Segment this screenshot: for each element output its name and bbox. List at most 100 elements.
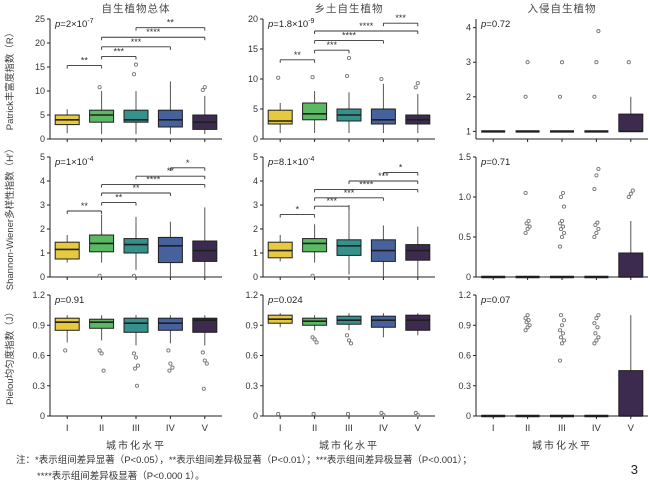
svg-text:4: 4 <box>466 23 471 33</box>
svg-text:V: V <box>202 423 209 434</box>
svg-text:20: 20 <box>35 38 45 48</box>
svg-text:20: 20 <box>248 14 258 24</box>
column-title-total: 自生植物总体 <box>101 3 171 15</box>
svg-text:0.5: 0.5 <box>458 232 471 242</box>
svg-text:***: *** <box>344 188 355 198</box>
svg-text:15: 15 <box>248 44 258 54</box>
svg-text:****: **** <box>146 175 161 185</box>
svg-text:3: 3 <box>40 200 45 210</box>
p-value-label-I: p=0.07 <box>480 295 510 306</box>
svg-text:1.2: 1.2 <box>245 290 258 300</box>
svg-text:***: *** <box>131 37 142 47</box>
page-number: 3 <box>630 462 638 477</box>
boxplot-panel-I: 00.30.60.91.2I II III IV Vp=0.07 <box>458 290 648 434</box>
svg-text:*: * <box>399 163 403 173</box>
svg-text:2: 2 <box>466 92 471 102</box>
svg-text:5: 5 <box>253 152 258 162</box>
svg-text:****: **** <box>342 31 357 41</box>
boxplot-panel-C: 1 2 3 4 p=0.72 <box>466 19 648 142</box>
svg-text:II: II <box>312 423 317 434</box>
svg-text:V: V <box>415 423 422 434</box>
svg-text:***: *** <box>327 40 338 50</box>
svg-text:1.2: 1.2 <box>458 290 471 300</box>
svg-text:0: 0 <box>40 411 45 421</box>
svg-text:0.6: 0.6 <box>245 351 258 361</box>
svg-text:0.3: 0.3 <box>245 381 258 391</box>
svg-text:1.2: 1.2 <box>32 290 45 300</box>
svg-text:0.6: 0.6 <box>458 351 471 361</box>
svg-text:0: 0 <box>40 134 45 144</box>
svg-text:IV: IV <box>379 423 389 434</box>
svg-text:IV: IV <box>592 423 602 434</box>
svg-text:0.3: 0.3 <box>32 381 45 391</box>
svg-text:**: ** <box>167 18 175 28</box>
svg-text:0: 0 <box>253 134 258 144</box>
svg-text:0: 0 <box>466 411 471 421</box>
svg-text:0: 0 <box>253 272 258 282</box>
p-value-label-C: p=0.72 <box>480 19 510 30</box>
svg-text:2: 2 <box>40 224 45 234</box>
svg-text:I: I <box>279 423 282 434</box>
p-value-label-E: p=8.1×10-4 <box>267 156 315 168</box>
x-axis-label-col3: 城市化水平 <box>532 441 592 452</box>
y-axis-label-patrick: Patrick丰富度指数（R） <box>5 27 16 131</box>
figure-note-line2: ****表示组间差异极显著（P<0.000 1）。 <box>37 471 205 482</box>
p-value-label-A: p=2×10-7 <box>54 18 94 30</box>
x-axis-label-col2: 城市化水平 <box>319 441 379 452</box>
column-title-invasive: 入侵自生植物 <box>527 3 597 15</box>
svg-text:****: **** <box>359 179 374 189</box>
x-axis-label-col1: 城市化水平 <box>106 441 166 452</box>
svg-text:****: **** <box>359 21 374 31</box>
p-value-label-B: p=1.8×10-9 <box>267 18 315 30</box>
svg-text:5: 5 <box>253 104 258 114</box>
svg-text:0.9: 0.9 <box>32 320 45 330</box>
svg-text:**: ** <box>132 183 140 193</box>
svg-text:III: III <box>558 423 566 434</box>
y-axis-label-shannon: Shannon-Wiener多样性指数（H′） <box>5 143 16 291</box>
svg-text:I: I <box>492 423 495 434</box>
figure-note-line1: 注：*表示组间差异显著（P<0.05），**表示组间差异极显著（P<0.01）；… <box>16 455 472 466</box>
svg-text:**: ** <box>167 166 175 176</box>
svg-text:**: ** <box>81 56 89 66</box>
boxplot-panel-F: 0 0.5 1.0 1.5 p=0.71 <box>458 152 648 282</box>
column-title-native: 乡土自生植物 <box>314 3 384 15</box>
svg-text:**: ** <box>81 201 89 211</box>
svg-text:1.0: 1.0 <box>458 192 471 202</box>
y-axis-label-pielou: Pielou均匀度指数（J） <box>5 307 16 405</box>
svg-text:***: *** <box>378 171 389 181</box>
svg-text:10: 10 <box>35 86 45 96</box>
svg-text:4: 4 <box>40 176 45 186</box>
svg-text:****: **** <box>146 27 161 37</box>
svg-text:***: *** <box>114 46 125 56</box>
svg-text:V: V <box>628 423 635 434</box>
svg-text:15: 15 <box>35 62 45 72</box>
p-value-label-D: p=1×10-4 <box>54 156 94 168</box>
svg-text:0.9: 0.9 <box>458 320 471 330</box>
svg-text:1: 1 <box>466 126 471 136</box>
svg-text:***: *** <box>327 196 338 206</box>
svg-text:0: 0 <box>466 272 471 282</box>
svg-text:1: 1 <box>40 248 45 258</box>
svg-text:3: 3 <box>466 57 471 67</box>
svg-text:III: III <box>345 423 353 434</box>
svg-text:0.3: 0.3 <box>458 381 471 391</box>
svg-text:*: * <box>296 205 300 215</box>
svg-text:II: II <box>525 423 530 434</box>
svg-text:III: III <box>132 423 140 434</box>
svg-text:10: 10 <box>248 74 258 84</box>
svg-text:IV: IV <box>166 423 176 434</box>
svg-text:0: 0 <box>40 272 45 282</box>
svg-text:**: ** <box>115 193 123 203</box>
p-value-label-H: p=0.024 <box>267 295 303 306</box>
svg-text:4: 4 <box>253 176 258 186</box>
svg-text:5: 5 <box>40 110 45 120</box>
boxplot-panel-G: 00.30.60.91.2I II III IV Vp=0.91 <box>32 290 222 434</box>
svg-text:2: 2 <box>253 224 258 234</box>
svg-text:0.6: 0.6 <box>32 351 45 361</box>
p-value-label-F: p=0.71 <box>480 157 510 168</box>
